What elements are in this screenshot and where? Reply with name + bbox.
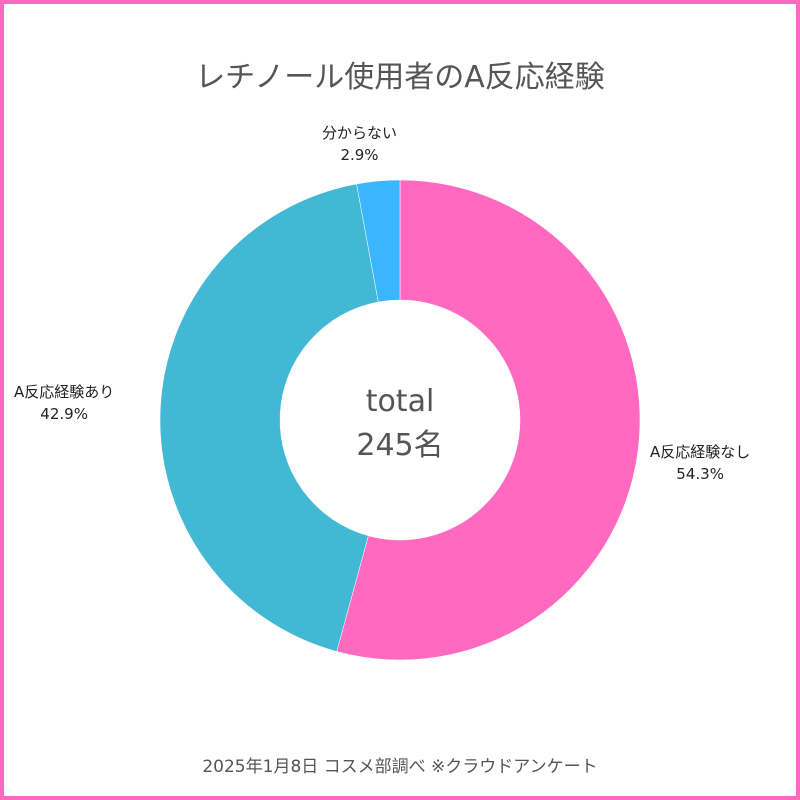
- donut-slice-2: [356, 179, 401, 303]
- slice-label-unknown: 分からない 2.9%: [322, 122, 397, 166]
- slice-label-value: 2.9%: [340, 146, 379, 164]
- chart-title: レチノール使用者のA反応経験: [195, 60, 605, 95]
- center-total-value: 245名: [356, 428, 444, 463]
- footer-source: 2025年1月8日 コスメ部調べ ※クラウドアンケート: [202, 757, 598, 777]
- slice-label-yes: A反応経験あり 42.9%: [14, 381, 114, 425]
- slice-label-text: A反応経験あり: [14, 383, 115, 401]
- slice-label-text: A反応経験なし: [650, 443, 751, 461]
- center-total-label: total: [365, 384, 435, 419]
- slice-label-text: 分からない: [322, 124, 398, 142]
- slice-label-no: A反応経験なし 54.3%: [650, 441, 750, 485]
- donut-slice-0: [336, 179, 641, 661]
- slice-label-value: 54.3%: [676, 465, 724, 483]
- slice-label-value: 42.9%: [40, 405, 88, 423]
